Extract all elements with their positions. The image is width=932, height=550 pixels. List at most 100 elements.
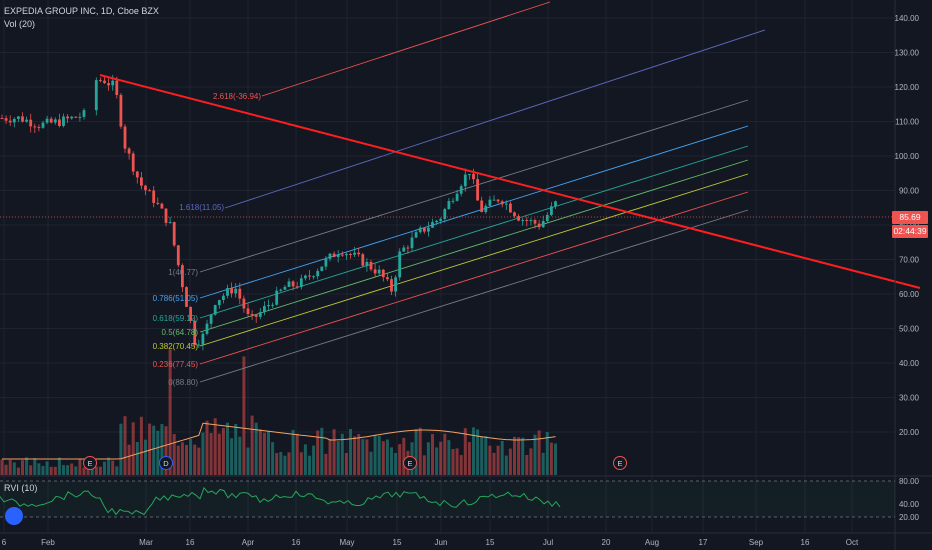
event-marker-label: E <box>87 459 92 468</box>
candle-body <box>115 80 119 95</box>
volume-bar <box>33 458 37 475</box>
fib-level-label: 1(40.77) <box>168 268 198 277</box>
candle-body <box>414 232 418 238</box>
candle-body <box>17 116 20 119</box>
volume-bar <box>426 442 430 475</box>
candle-body <box>230 288 233 294</box>
volume-bar <box>152 425 156 475</box>
volume-bar <box>525 454 529 475</box>
candle-body <box>201 333 205 345</box>
candle-body <box>82 110 86 117</box>
volume-bar <box>267 431 270 475</box>
rvi-legend[interactable]: RVI (10) <box>4 483 38 493</box>
candle-body <box>152 190 156 203</box>
volume-bar <box>25 457 29 475</box>
candle-body <box>509 203 512 213</box>
candle-body <box>33 126 37 128</box>
candle-body <box>541 220 545 228</box>
candle-body <box>373 269 377 274</box>
volume-bar <box>4 464 8 475</box>
price-axis-label: 70.00 <box>899 256 920 265</box>
candle-body <box>324 258 328 267</box>
volume-bar <box>291 429 295 475</box>
volume-bar <box>271 442 275 475</box>
candle-body <box>41 122 45 128</box>
volume-bar <box>279 451 283 475</box>
candle-body <box>168 222 172 224</box>
candle-body <box>53 119 57 123</box>
volume-bar <box>537 430 541 475</box>
rvi-axis-label: 80.00 <box>899 477 920 486</box>
volume-bar <box>312 445 316 475</box>
fib-channel[interactable] <box>199 1 766 383</box>
candle-body <box>144 185 147 191</box>
volume-bar <box>254 422 258 475</box>
time-axis-label: Jul <box>543 538 553 547</box>
candle-body <box>0 118 4 120</box>
volume-bar <box>521 437 525 475</box>
candle-body <box>476 179 479 201</box>
volume-bar <box>201 432 205 475</box>
volume-legend[interactable]: Vol (20) <box>4 19 36 29</box>
volume-bar <box>16 467 20 475</box>
volume-bar <box>402 437 406 475</box>
volume-bar <box>180 442 184 475</box>
volume-bar <box>12 462 16 475</box>
trend-line[interactable] <box>99 74 921 289</box>
volume-bar <box>98 466 102 475</box>
candle-body <box>381 269 385 278</box>
volume-bar <box>500 441 504 475</box>
volume-bar <box>41 465 45 475</box>
volume-bar <box>0 459 4 475</box>
volume-bar <box>164 426 168 475</box>
fib-level-line <box>199 145 749 319</box>
candle-body <box>275 290 279 305</box>
volume-bar <box>488 445 492 475</box>
candle-body <box>78 116 82 118</box>
candle-body <box>213 305 217 315</box>
candle-body <box>406 247 410 249</box>
time-axis-label: Jun <box>435 538 448 547</box>
volume-bar <box>344 452 348 475</box>
time-axis-label: Oct <box>846 538 859 547</box>
symbol-legend[interactable]: EXPEDIA GROUP INC, 1D, Cboe BZX <box>4 6 159 16</box>
volume-bar <box>70 463 74 475</box>
candle-body <box>29 119 33 127</box>
candle-body <box>308 275 311 277</box>
candle-body <box>390 279 393 292</box>
volume-bar <box>385 439 389 475</box>
volume-bar <box>135 442 139 475</box>
candle-body <box>468 174 471 176</box>
candle-body <box>398 251 402 278</box>
candle-body <box>496 199 500 202</box>
candle-body <box>513 212 516 217</box>
candle-body <box>394 277 397 292</box>
candle-body <box>8 120 12 123</box>
volume-bar <box>49 466 53 475</box>
price-axis-label: 30.00 <box>899 394 920 403</box>
candle-body <box>140 177 143 186</box>
candle-body <box>238 288 242 299</box>
candle-body <box>267 305 270 307</box>
candle-body <box>189 306 192 321</box>
time-axis-label: Sep <box>749 538 764 547</box>
volume-bar <box>74 466 78 475</box>
volume-bar <box>119 423 123 475</box>
candle-body <box>336 254 340 258</box>
time-axis[interactable]: 6 Feb Mar 16 Apr 16 May 15 Jun 15 Jul 20 Aug 17 Sep 16 O… <box>2 538 859 547</box>
last-price-tag: 85.69 <box>892 211 928 224</box>
volume-bar <box>435 447 439 475</box>
candle-body <box>299 278 303 288</box>
time-axis-label: Feb <box>41 538 55 547</box>
volume-bar <box>221 428 225 475</box>
volume-bar <box>361 439 365 475</box>
candle-body <box>12 118 16 123</box>
candle-body <box>521 219 525 221</box>
volume-bar <box>480 436 484 475</box>
candle-body <box>545 214 549 221</box>
logo-icon[interactable] <box>5 507 23 525</box>
volume-bar <box>127 444 131 475</box>
candle-body <box>94 80 98 111</box>
candle-body <box>74 116 78 118</box>
